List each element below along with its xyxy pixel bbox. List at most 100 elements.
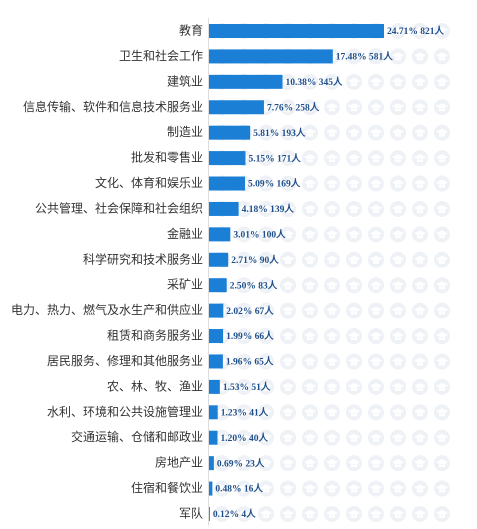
icon-cap bbox=[392, 204, 404, 213]
icon-cap bbox=[282, 459, 294, 468]
value-label: 24.71% 821人 bbox=[387, 25, 445, 37]
icon-cap bbox=[348, 179, 360, 188]
icon-cap bbox=[392, 255, 404, 264]
icon-cap bbox=[414, 103, 426, 112]
icon-cap bbox=[216, 433, 228, 442]
category-label: 军队 bbox=[179, 505, 203, 520]
icon-cap bbox=[216, 509, 228, 518]
value-label: 0.48% 16人 bbox=[215, 483, 263, 495]
icon-cap bbox=[348, 332, 360, 341]
icon-cap bbox=[282, 433, 294, 442]
category-label: 农、林、牧、渔业 bbox=[107, 379, 203, 393]
category-label: 金融业 bbox=[167, 226, 203, 241]
bar bbox=[209, 405, 218, 420]
icon-cap bbox=[436, 509, 448, 518]
icon-cap bbox=[326, 484, 338, 493]
icon-cap bbox=[304, 332, 316, 341]
icon-cap bbox=[304, 306, 316, 315]
value-label: 5.81% 193人 bbox=[253, 127, 306, 139]
icon-cap bbox=[260, 154, 272, 163]
icon-cap bbox=[436, 128, 448, 137]
icon-cap bbox=[238, 204, 250, 213]
category-label: 住宿和餐饮业 bbox=[131, 480, 203, 495]
icon-cap bbox=[238, 459, 250, 468]
icon-cap bbox=[304, 204, 316, 213]
icon-cap bbox=[436, 255, 448, 264]
icon-cap bbox=[348, 382, 360, 391]
icon-cap bbox=[326, 332, 338, 341]
icon-cap bbox=[436, 154, 448, 163]
icon-cap bbox=[392, 27, 404, 35]
icon-cap bbox=[304, 77, 316, 86]
category-label: 卫生和社会工作 bbox=[119, 48, 203, 63]
icon-cap bbox=[282, 230, 294, 239]
value-label: 2.50% 83人 bbox=[230, 279, 278, 291]
bar bbox=[209, 506, 210, 521]
bar bbox=[209, 329, 224, 344]
icon-cap bbox=[392, 306, 404, 315]
icon-cap bbox=[392, 128, 404, 137]
bar bbox=[209, 456, 214, 471]
icon-cap bbox=[436, 332, 448, 341]
icon-cap bbox=[436, 357, 448, 366]
icon-cap bbox=[436, 281, 448, 290]
icon-cap bbox=[282, 204, 294, 213]
icon-cap bbox=[414, 433, 426, 442]
icon-cap bbox=[414, 52, 426, 61]
icon-cap bbox=[282, 306, 294, 315]
bar bbox=[209, 303, 224, 318]
icon-cap bbox=[392, 230, 404, 239]
icon-cap bbox=[392, 382, 404, 391]
icon-cap bbox=[370, 382, 382, 391]
icon-cap bbox=[392, 77, 404, 86]
background-icons bbox=[214, 23, 450, 522]
icon-cap bbox=[392, 179, 404, 188]
icon-cap bbox=[260, 281, 272, 290]
icon-cap bbox=[238, 357, 250, 366]
icon-cap bbox=[282, 382, 294, 391]
category-label: 批发和零售业 bbox=[131, 150, 203, 165]
icon-cap bbox=[304, 179, 316, 188]
icon-cap bbox=[304, 128, 316, 137]
icon-cap bbox=[326, 357, 338, 366]
bar bbox=[209, 278, 227, 293]
category-label: 公共管理、社会保障和社会组织 bbox=[35, 200, 203, 215]
icon-cap bbox=[348, 459, 360, 468]
icon-cap bbox=[392, 484, 404, 493]
icon-cap bbox=[414, 281, 426, 290]
icon-cap bbox=[348, 52, 360, 61]
icon-cap bbox=[304, 459, 316, 468]
icon-cap bbox=[392, 408, 404, 417]
category-label: 科学研究和技术服务业 bbox=[83, 251, 203, 266]
icon-cap bbox=[348, 484, 360, 493]
category-label: 制造业 bbox=[167, 125, 203, 139]
icon-cap bbox=[370, 52, 382, 61]
icon-cap bbox=[260, 230, 272, 239]
icon-cap bbox=[282, 408, 294, 417]
icon-cap bbox=[238, 281, 250, 290]
icon-cap bbox=[392, 433, 404, 442]
icon-cap bbox=[436, 382, 448, 391]
icon-cap bbox=[326, 255, 338, 264]
icon-cap bbox=[260, 204, 272, 213]
icon-cap bbox=[370, 306, 382, 315]
icon-cap bbox=[436, 230, 448, 239]
icon-cap bbox=[282, 179, 294, 188]
icon-cap bbox=[436, 459, 448, 468]
category-label: 文化、体育和娱乐业 bbox=[95, 175, 203, 190]
icon-cap bbox=[260, 332, 272, 341]
icon-cap bbox=[392, 509, 404, 518]
icon-cap bbox=[260, 357, 272, 366]
icon-cap bbox=[304, 382, 316, 391]
category-label: 居民服务、修理和其他服务业 bbox=[47, 353, 203, 368]
icon-cap bbox=[304, 357, 316, 366]
icon-cap bbox=[414, 382, 426, 391]
icon-cap bbox=[414, 77, 426, 86]
icon-cap bbox=[414, 255, 426, 264]
icon-cap bbox=[370, 179, 382, 188]
icon-cap bbox=[238, 484, 250, 493]
bar bbox=[209, 481, 213, 496]
icon-cap bbox=[260, 408, 272, 417]
icon-cap bbox=[216, 459, 228, 468]
value-label: 2.71% 90人 bbox=[231, 254, 279, 266]
